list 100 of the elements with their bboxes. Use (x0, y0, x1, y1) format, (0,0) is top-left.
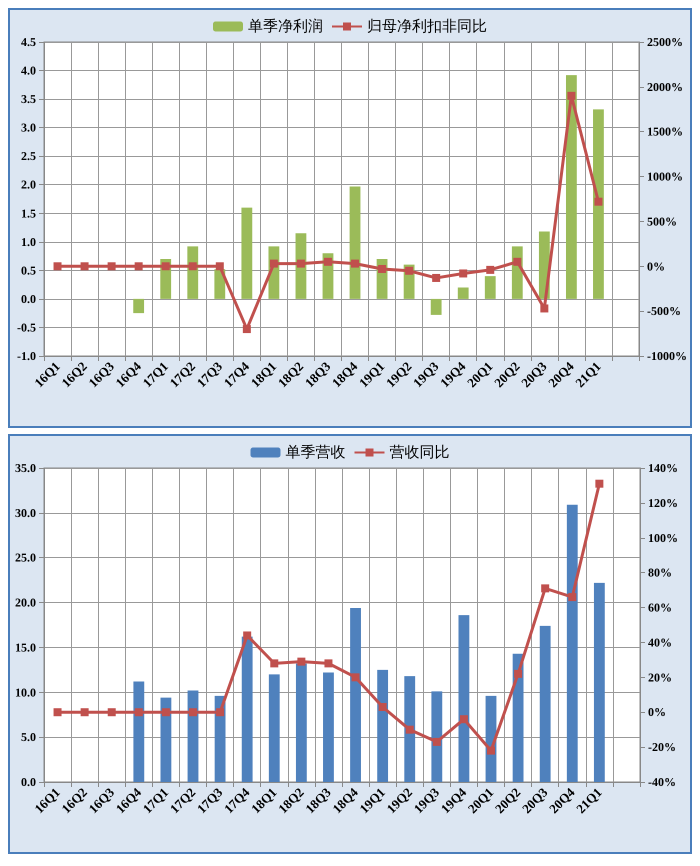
y-tick-label: 1.0 (21, 234, 36, 249)
bar (458, 287, 469, 299)
point (54, 262, 62, 270)
y-tick-label: 3.0 (21, 120, 36, 135)
point (216, 708, 224, 716)
y-tick-label: -1.0 (17, 349, 36, 363)
point (80, 262, 89, 270)
bar (242, 636, 253, 782)
point (514, 670, 522, 678)
y2-tick-label: 120% (648, 496, 678, 510)
bar (323, 672, 334, 782)
bar (296, 664, 307, 782)
bar (160, 698, 172, 782)
bar (566, 75, 577, 299)
point (459, 269, 468, 278)
bar (593, 109, 604, 299)
y2-tick-label: 140% (648, 461, 678, 475)
y-tick-label: 35.0 (15, 461, 36, 475)
bar (350, 608, 361, 782)
y2-tick-label: 20% (648, 670, 672, 684)
point (378, 702, 387, 711)
bar (188, 690, 198, 782)
point (270, 260, 278, 268)
y-tick-label: 0.5 (21, 263, 36, 278)
legend-label: 营收同比 (390, 444, 450, 461)
point (242, 325, 251, 334)
y2-tick-label: -1000% (647, 349, 688, 363)
y-tick-label: 1.5 (21, 206, 36, 220)
y2-tick-label: 500% (647, 214, 678, 228)
point (513, 258, 522, 266)
point (243, 631, 252, 640)
y-tick-label: 25.0 (15, 550, 36, 565)
point (297, 658, 306, 666)
y-tick-label: 10.0 (15, 685, 36, 700)
y2-tick-label: 2500% (647, 35, 684, 49)
y-tick-label: 4.0 (21, 64, 36, 78)
bar (430, 298, 442, 315)
y2-tick-label: 40% (648, 635, 672, 650)
y2-tick-label: 0% (647, 259, 666, 274)
point (188, 262, 197, 270)
point (296, 260, 305, 268)
point (406, 726, 414, 734)
point (541, 584, 550, 592)
bar (296, 233, 306, 299)
y2-tick-label: 1000% (647, 170, 684, 184)
point (432, 274, 440, 282)
y-tick-label: 15.0 (15, 640, 36, 654)
legend-label: 单季营收 (286, 444, 346, 461)
point (270, 659, 278, 668)
point (405, 266, 414, 275)
bar (484, 276, 496, 299)
point (352, 673, 360, 682)
bar (566, 504, 578, 782)
bar (214, 696, 226, 782)
y-tick-label: 20.0 (15, 596, 36, 610)
point (460, 715, 468, 724)
bar (133, 298, 144, 314)
y2-tick-label: 2000% (647, 80, 684, 94)
point (487, 746, 495, 755)
point (162, 708, 170, 716)
point (324, 659, 332, 668)
point (567, 92, 576, 100)
point (595, 480, 604, 488)
bar (404, 676, 416, 782)
point (486, 266, 494, 274)
y-tick-label: -0.5 (17, 320, 36, 334)
y2-tick-label: 100% (648, 530, 678, 545)
bar (377, 670, 388, 782)
legend-label: 单季净利润 (248, 18, 323, 35)
y2-tick-label: -500% (647, 304, 682, 318)
bar (133, 682, 144, 782)
bar (540, 626, 551, 782)
point (378, 264, 386, 273)
point (189, 708, 197, 716)
bar (594, 582, 605, 782)
point (351, 260, 360, 268)
point (540, 304, 548, 312)
y-tick-label: 2.0 (21, 178, 36, 192)
bar (241, 208, 252, 299)
bar (350, 186, 360, 299)
point (568, 593, 576, 602)
legend-label: 归母净利扣非同比 (367, 18, 487, 35)
point (216, 262, 224, 270)
point (134, 262, 143, 270)
point (54, 708, 62, 716)
y2-tick-label: 60% (648, 600, 672, 615)
point (432, 738, 441, 746)
point (108, 708, 116, 716)
point (162, 262, 170, 270)
point (134, 708, 143, 716)
point (80, 708, 89, 716)
y-tick-label: 0.0 (21, 775, 36, 789)
bar (431, 691, 442, 782)
y2-tick-label: -40% (648, 775, 676, 789)
y-tick-label: 0.0 (21, 292, 36, 306)
y2-tick-label: 1500% (647, 124, 684, 139)
bar (268, 674, 280, 782)
bar (458, 615, 470, 782)
point (594, 198, 602, 206)
y-tick-label: 5.0 (21, 730, 36, 744)
